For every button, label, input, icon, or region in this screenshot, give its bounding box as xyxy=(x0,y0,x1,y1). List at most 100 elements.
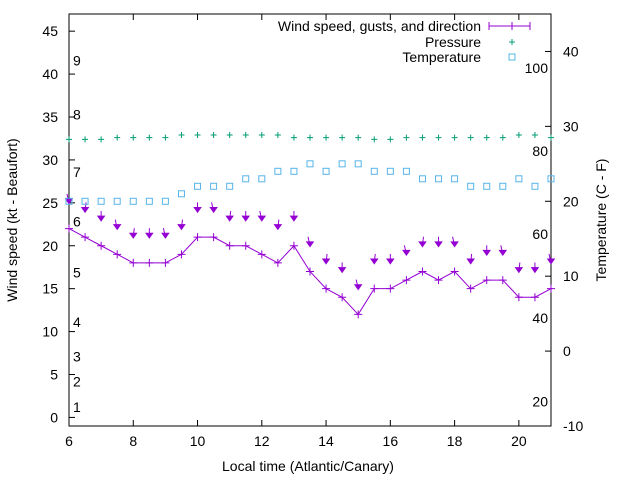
pressure-point xyxy=(515,132,522,139)
temperature-point xyxy=(402,167,410,175)
gust-arrow-head xyxy=(450,241,459,248)
pressure-point xyxy=(499,134,506,141)
gust-arrow-head xyxy=(546,258,556,265)
left-tick-label: 10 xyxy=(42,324,58,340)
x-tick-label: 6 xyxy=(65,433,73,449)
gust-arrow-head xyxy=(418,241,427,248)
pressure-point xyxy=(387,136,394,143)
left-tick-label: 15 xyxy=(42,281,58,297)
plot-frame xyxy=(68,13,552,427)
temperature-point xyxy=(129,197,137,205)
temperature-point xyxy=(242,175,250,183)
x-axis-label: Local time (Atlantic/Canary) xyxy=(222,458,394,474)
temperature-point xyxy=(210,182,218,190)
wind-speed-point xyxy=(81,233,90,242)
temperature-point xyxy=(177,190,185,198)
wind-speed-point xyxy=(241,241,250,250)
gust-arrow-head xyxy=(530,267,540,274)
temperature-point xyxy=(194,182,202,190)
left-tick-label: 20 xyxy=(42,238,58,254)
gust-arrow-head xyxy=(386,258,395,265)
pressure-point xyxy=(242,132,249,139)
left-tick-label: 30 xyxy=(42,152,58,168)
beaufort-labels: 1 2 3 4 5 6 7 8 9 xyxy=(73,52,81,415)
pressure-point xyxy=(66,136,72,143)
fahrenheit-label: 20 xyxy=(532,393,548,409)
x-tick-label: 8 xyxy=(129,433,137,449)
pressure-point xyxy=(548,134,554,141)
gust-arrow-head xyxy=(321,258,331,265)
wind-speed-point xyxy=(177,250,186,259)
fahrenheit-label: 80 xyxy=(532,143,548,159)
legend-temperature-marker xyxy=(508,53,516,61)
right-tick-label: -10 xyxy=(563,418,583,434)
left-tick-label: 35 xyxy=(42,109,58,125)
pressure-point xyxy=(323,134,330,141)
temperature-point xyxy=(499,182,507,190)
pressure-point xyxy=(290,134,297,141)
pressure-point xyxy=(210,132,217,139)
fahrenheit-label: 100 xyxy=(525,60,549,76)
temperature-point xyxy=(338,160,346,168)
x-axis-ticks: 6 8 10 12 14 16 18 20 xyxy=(65,14,527,449)
temperature-point xyxy=(354,160,362,168)
legend: Wind speed, gusts, and directionPressure… xyxy=(278,18,531,65)
temperature-point xyxy=(451,175,459,183)
x-tick-label: 14 xyxy=(318,433,334,449)
temperature-point xyxy=(435,175,443,183)
pressure-point xyxy=(178,132,185,139)
wind-speed-point xyxy=(306,267,314,276)
temperature-point xyxy=(81,197,89,205)
plot-border xyxy=(68,13,552,427)
pressure-point xyxy=(307,134,313,141)
gust-arrow-head xyxy=(209,207,218,214)
temperature-point xyxy=(274,167,282,175)
gust-arrow-head xyxy=(145,232,154,239)
gust-arrow-head xyxy=(353,284,363,291)
temperature-point xyxy=(290,167,298,175)
pressure-point xyxy=(194,132,201,139)
beaufort-label: 7 xyxy=(73,164,81,180)
temperature-point xyxy=(547,175,555,183)
gust-arrow-head xyxy=(369,258,379,265)
pressure-point xyxy=(82,136,89,143)
legend-label: Temperature xyxy=(402,49,481,65)
wind-speed-point xyxy=(386,284,395,293)
wind-speed-point xyxy=(514,293,523,302)
temperature-point xyxy=(515,175,523,183)
beaufort-label: 5 xyxy=(73,264,81,280)
wind-speed-point xyxy=(273,258,282,267)
legend-wind-marker xyxy=(508,22,516,30)
gust-arrow-head xyxy=(96,215,106,222)
gust-arrow-head xyxy=(289,215,299,222)
pressure-point xyxy=(98,136,105,143)
pressure-point xyxy=(483,134,490,141)
wind-speed-point xyxy=(65,224,73,233)
fahrenheit-label: 40 xyxy=(532,310,548,326)
fahrenheit-labels: 20 40 60 80 100 xyxy=(525,60,549,409)
pressure-point xyxy=(258,132,265,139)
wind-speed-point xyxy=(370,284,379,293)
temperature-point xyxy=(258,175,266,183)
pressure-point xyxy=(435,134,442,141)
wind-speed-point xyxy=(113,250,122,259)
beaufort-label: 2 xyxy=(73,373,81,389)
beaufort-label: 4 xyxy=(73,314,81,330)
temperature-point xyxy=(65,197,73,205)
wind-speed-point xyxy=(450,267,459,276)
gust-arrow-head xyxy=(112,224,122,231)
wind-speed-point xyxy=(257,250,266,259)
wind-speed-point xyxy=(498,276,507,285)
x-tick-label: 16 xyxy=(383,433,399,449)
legend-pressure-marker xyxy=(509,39,515,45)
gust-arrow-head xyxy=(257,215,267,222)
gust-arrow-head xyxy=(64,198,74,205)
pressure-point xyxy=(114,134,121,141)
temperature-point xyxy=(386,167,394,175)
pressure-point xyxy=(531,132,538,139)
beaufort-label: 8 xyxy=(73,106,81,122)
left-tick-label: 40 xyxy=(42,66,58,82)
x-tick-label: 20 xyxy=(511,433,527,449)
wind-speed-point xyxy=(547,284,555,293)
gust-arrow-head xyxy=(466,258,475,265)
